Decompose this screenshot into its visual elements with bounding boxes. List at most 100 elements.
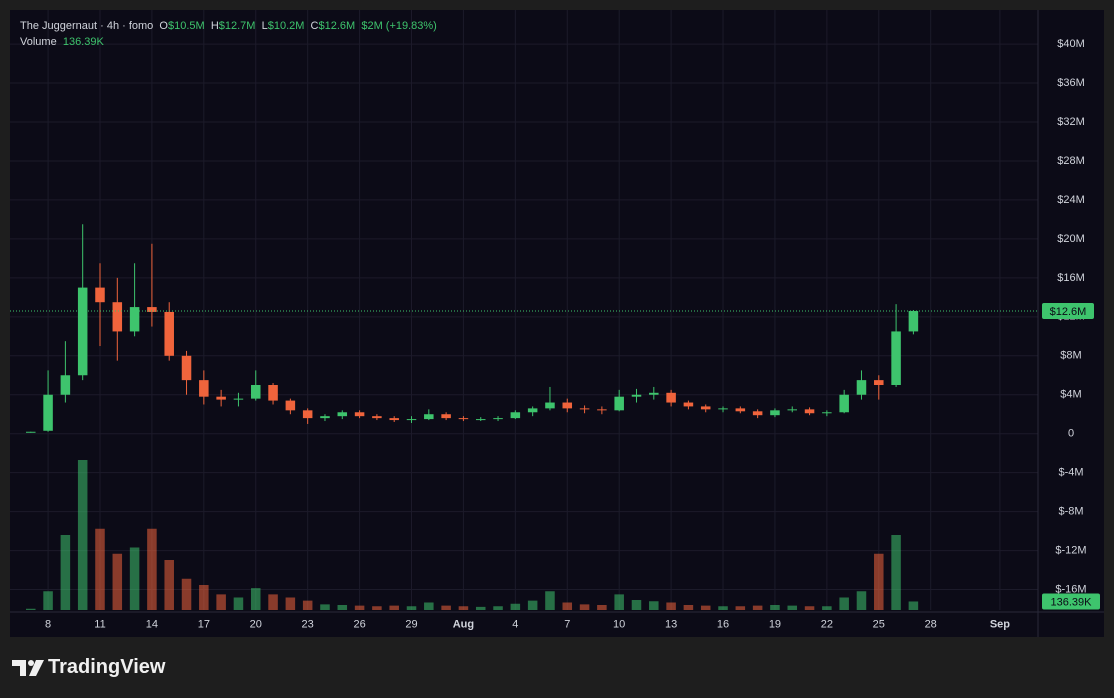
volume-bar	[372, 606, 382, 610]
last-volume-label: 136.39K	[1051, 596, 1093, 608]
volume-bar	[233, 597, 244, 610]
candle-body	[43, 394, 53, 431]
ohlc-row: The Juggernaut · 4h · fomo O$10.5M H$12.…	[20, 18, 437, 34]
volume-bar	[856, 591, 867, 610]
high-value: $12.7M	[218, 20, 256, 32]
volume-bar	[337, 605, 348, 610]
volume-bar	[908, 601, 919, 610]
volume-bar	[510, 603, 521, 610]
close-value: $12.6M	[318, 20, 356, 32]
volume-bar	[649, 601, 659, 610]
candle-body	[614, 396, 624, 411]
volume-bar	[787, 605, 798, 610]
candle-body	[354, 412, 365, 417]
x-tick-label: 8	[45, 618, 51, 630]
volume-bar	[891, 535, 901, 610]
candle-body	[787, 409, 798, 411]
volume-bar	[545, 591, 555, 610]
candle-body	[320, 416, 330, 419]
volume-bar	[43, 591, 53, 610]
volume-bar	[285, 597, 296, 610]
candle-body	[60, 375, 71, 395]
last-volume-tag	[1042, 593, 1100, 610]
logo	[12, 660, 44, 676]
change: $2M (+19.83%)	[361, 20, 437, 32]
candle-body	[718, 408, 728, 410]
volume-row: Volume 136.39K	[20, 34, 437, 50]
x-tick-label: 20	[250, 618, 262, 630]
y-tick-label: $36M	[1057, 77, 1085, 89]
candle-body	[700, 406, 711, 410]
candle-body	[216, 396, 226, 400]
candle-body	[458, 418, 469, 420]
candle-body	[233, 398, 244, 400]
y-tick-label: $-4M	[1058, 467, 1083, 479]
volume-bar	[77, 460, 88, 610]
candle-body	[26, 431, 36, 433]
volume-bar	[770, 605, 780, 610]
last-price-tag	[1042, 302, 1094, 319]
candle-body	[856, 380, 867, 395]
candle-body	[804, 409, 815, 414]
volume-bar	[320, 604, 330, 610]
x-tick-label: 29	[405, 618, 417, 630]
candle-body	[579, 408, 590, 410]
x-tick-label: 17	[198, 618, 210, 630]
low-value: $10.2M	[267, 20, 305, 32]
candle-body	[302, 410, 313, 419]
volume-bar	[268, 594, 278, 610]
x-tick-label: 19	[769, 618, 781, 630]
candle-body	[562, 402, 573, 409]
volume-bar	[147, 528, 157, 610]
x-tick-label: 22	[821, 618, 833, 630]
candle-body	[112, 302, 123, 332]
candle-body	[406, 419, 417, 421]
candle-body	[77, 287, 88, 376]
volume-bar	[493, 606, 503, 610]
candle-body	[649, 392, 659, 395]
volume-bar	[216, 594, 226, 610]
volume-bar	[683, 605, 694, 610]
y-tick-label: $-8M	[1058, 506, 1083, 518]
candle-body	[527, 408, 538, 413]
candle-body	[424, 414, 434, 420]
candle-body	[164, 311, 174, 356]
volume-bar	[164, 560, 174, 610]
volume-bar	[354, 605, 365, 610]
volume-bar	[199, 585, 209, 610]
candle-body	[493, 418, 503, 420]
volume-bar	[579, 604, 590, 610]
symbol: The Juggernaut · 4h · fomo	[20, 20, 154, 32]
candle-body	[285, 400, 296, 411]
legend: The Juggernaut · 4h · fomo O$10.5M H$12.…	[20, 18, 437, 50]
candle-body	[181, 355, 192, 381]
x-tick-label: Aug	[453, 618, 474, 630]
candle-body	[510, 412, 521, 419]
candle-body	[129, 307, 140, 332]
volume-bar	[631, 600, 642, 610]
candle-body	[631, 394, 642, 397]
volume-bar	[475, 606, 486, 610]
volume-bar	[95, 528, 105, 610]
candle-body	[597, 409, 607, 411]
volume-bar	[614, 594, 624, 610]
y-tick-label: $8M	[1060, 350, 1081, 362]
volume-bar	[60, 535, 71, 610]
candle-body	[770, 410, 780, 416]
volume-bar	[181, 578, 192, 610]
candle-body	[683, 402, 694, 407]
candle-body	[95, 287, 105, 303]
volume-bar	[424, 602, 434, 610]
y-tick-label: $4M	[1060, 389, 1081, 401]
brand: TradingView	[48, 656, 166, 678]
x-tick-label: 11	[94, 618, 105, 630]
y-tick-label: $28M	[1057, 155, 1085, 167]
y-tick-label: 0	[1068, 428, 1074, 440]
volume-bar	[458, 606, 469, 610]
candle-body	[250, 385, 261, 399]
volume-bar	[718, 606, 728, 610]
candle-body	[666, 392, 676, 403]
volume-bar	[666, 602, 676, 610]
volume-bar	[874, 553, 884, 610]
candle-body	[545, 402, 555, 409]
